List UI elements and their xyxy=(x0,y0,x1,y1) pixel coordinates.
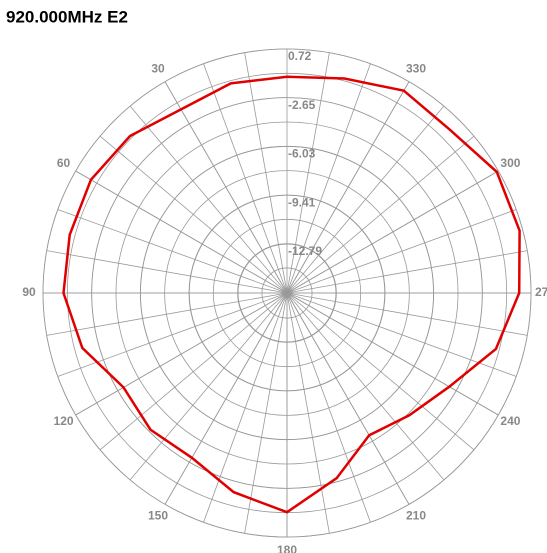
pattern-line xyxy=(62,75,521,514)
r-tick-label: 0.72 xyxy=(288,49,312,63)
r-tick-label: -9.41 xyxy=(288,195,316,209)
theta-tick xyxy=(75,292,288,416)
chart-title: 920.000MHz E2 xyxy=(6,7,128,26)
theta-tick xyxy=(286,81,410,294)
grid-spoke xyxy=(286,292,371,523)
grid-spoke xyxy=(286,52,330,294)
grid-spoke xyxy=(286,292,528,336)
theta-tick-label: 240 xyxy=(500,414,520,428)
theta-tick-label: 120 xyxy=(54,414,74,428)
theta-tick-label: 90 xyxy=(22,285,36,299)
r-tick-label: -12.79 xyxy=(288,244,322,258)
theta-tick xyxy=(164,81,288,294)
theta-tick-label: 210 xyxy=(406,509,426,523)
grid-spoke xyxy=(286,292,330,534)
theta-tick-label: 330 xyxy=(406,62,426,76)
grid-spoke xyxy=(129,105,288,294)
theta-tick-label: 150 xyxy=(148,509,168,523)
grid-spoke xyxy=(244,292,288,534)
grid-spoke xyxy=(57,209,288,294)
grid-spoke xyxy=(286,250,528,294)
theta-tick-label: 60 xyxy=(57,156,71,170)
theta-tick xyxy=(286,170,499,294)
theta-tick xyxy=(75,170,288,294)
grid-spoke xyxy=(203,63,288,294)
theta-tick-label: 30 xyxy=(151,62,165,76)
theta-tick xyxy=(286,292,410,505)
grid-spoke xyxy=(46,250,288,294)
grid-spoke xyxy=(203,292,288,523)
grid-spoke xyxy=(286,292,445,481)
theta-tick xyxy=(164,292,288,505)
theta-tick-label: 270 xyxy=(535,285,547,299)
grid-spoke xyxy=(99,135,288,294)
r-tick-label: -6.03 xyxy=(288,147,316,161)
grid-spoke xyxy=(286,105,445,294)
grid-spoke xyxy=(99,292,288,451)
theta-tick xyxy=(286,292,499,416)
grid-spoke xyxy=(46,292,288,336)
grid-spoke xyxy=(129,292,288,481)
grid-spoke xyxy=(286,63,371,294)
r-tick-label: -2.65 xyxy=(288,98,316,112)
grid-spoke xyxy=(286,292,475,451)
grid-spoke xyxy=(286,135,475,294)
grid-spoke xyxy=(286,209,517,294)
theta-tick-label: 300 xyxy=(500,156,520,170)
theta-tick-label: 180 xyxy=(277,543,297,553)
grid-spoke xyxy=(244,52,288,294)
